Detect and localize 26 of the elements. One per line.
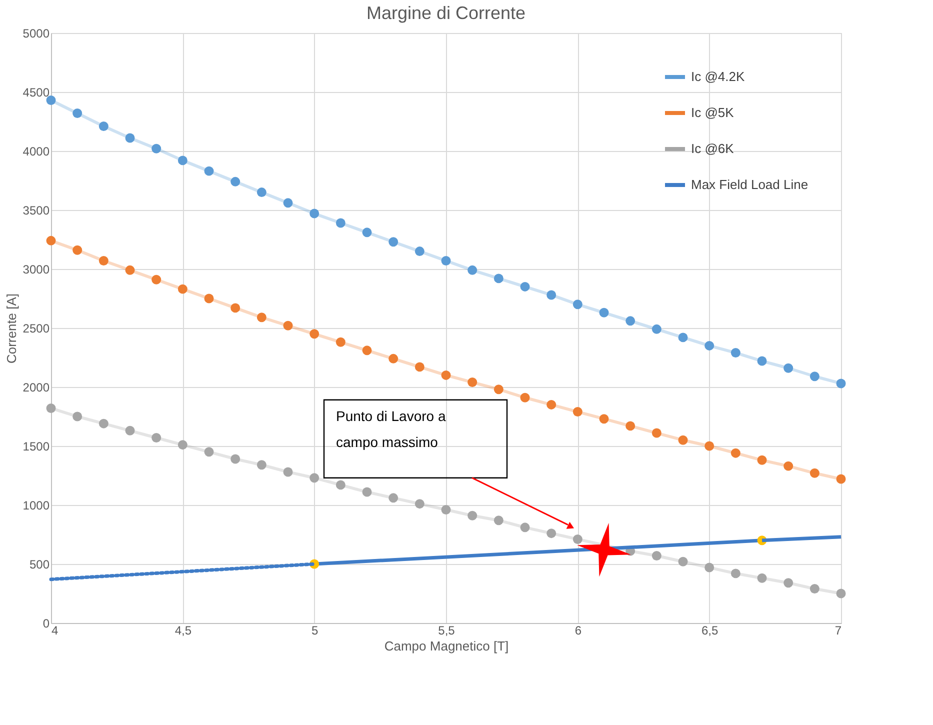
y-tick-label: 2000 [22, 380, 50, 394]
legend-label: Ic @4.2K [691, 69, 745, 84]
legend-label: Max Field Load Line [691, 177, 808, 192]
x-tick-label: 7 [834, 624, 842, 638]
x-tick-label: 4 [52, 624, 58, 638]
chart-title: Margine di Corrente [366, 3, 526, 23]
annotation: Punto di Lavoro a campo massimo [336, 408, 446, 450]
x-tick-label: 4,5 [174, 624, 192, 638]
y-tick-label: 5000 [22, 26, 50, 40]
y-tick-label: 1500 [22, 440, 50, 454]
x-axis-title: Campo Magnetico [T] [384, 638, 509, 654]
x-tick-label: 5 [311, 624, 318, 638]
legend-label: Ic @6K [691, 141, 734, 156]
x-tick-label: 6,5 [701, 624, 718, 638]
x-tick-label: 6 [574, 624, 582, 638]
y-tick-label: 4000 [22, 144, 50, 158]
y-tick-label: 2500 [22, 322, 50, 336]
x-tick-label: 5,5 [438, 624, 456, 638]
legend-label: Ic @5K [691, 105, 734, 120]
y-axis-title: Corrente [A] [4, 293, 19, 364]
y-tick-label: 500 [29, 558, 50, 572]
y-tick-label: 4500 [22, 86, 50, 100]
y-tick-label: 3500 [22, 204, 50, 218]
y-tick-label: 0 [42, 616, 50, 630]
y-tick-label: 1000 [22, 498, 50, 512]
y-tick-label: 3000 [22, 262, 50, 276]
